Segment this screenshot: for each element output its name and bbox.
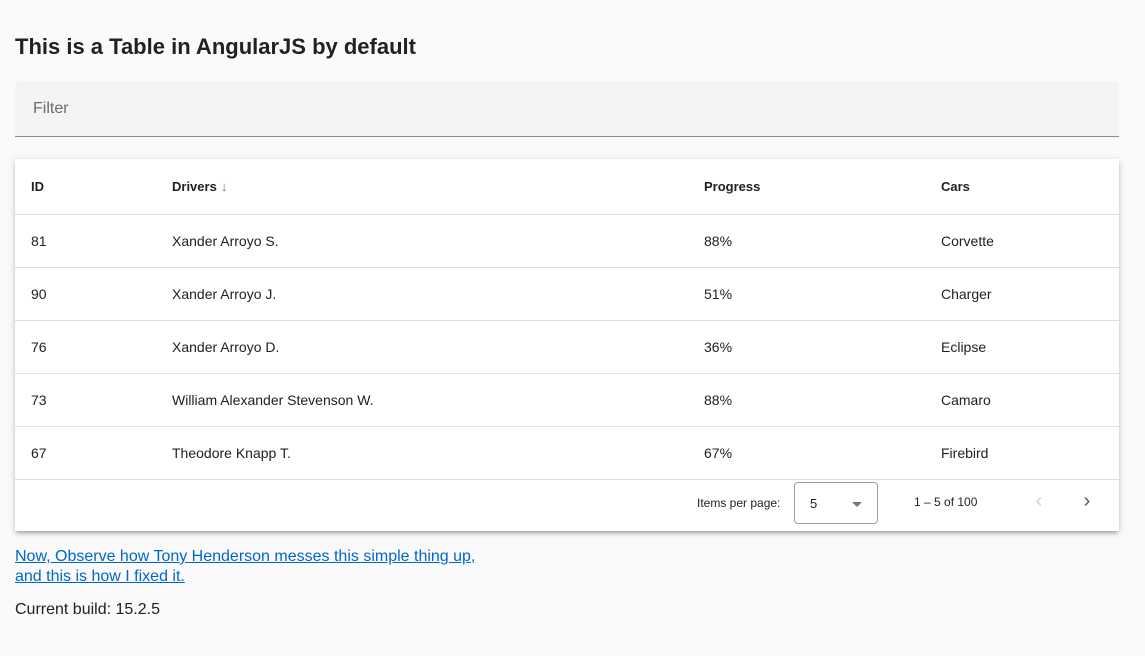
cell-id: 67 (31, 445, 47, 461)
page-title: This is a Table in AngularJS by default (15, 34, 416, 59)
paginator: Items per page: 5 1 – 5 of 100 ‹ › (15, 475, 1119, 531)
cell-driver: William Alexander Stevenson W. (172, 392, 374, 408)
page-size-value: 5 (810, 496, 818, 511)
header-progress[interactable]: Progress (704, 179, 761, 194)
build-version: Current build: 15.2.5 (15, 601, 160, 618)
table-header-row: ID Drivers ↓ Progress Cars (15, 159, 1119, 215)
data-table: ID Drivers ↓ Progress Cars 81 Xander Arroy… (15, 159, 1119, 531)
header-id[interactable]: ID (31, 179, 44, 194)
cell-car: Charger (941, 286, 992, 302)
filter-field[interactable] (15, 81, 1119, 137)
cell-id: 90 (31, 286, 47, 302)
arrow-down-icon: ↓ (220, 179, 228, 194)
cell-driver: Xander Arroyo J. (172, 286, 277, 302)
cell-id: 81 (31, 233, 47, 249)
header-drivers[interactable]: Drivers ↓ (172, 159, 227, 214)
cell-car: Eclipse (941, 339, 987, 355)
table-row: 73 William Alexander Stevenson W. 88% Camar… (15, 374, 1119, 427)
fix-link[interactable]: Now, Observe how Tony Henderson messes t… (15, 548, 476, 585)
cell-progress: 88% (704, 392, 733, 408)
table-row: 81 Xander Arroyo S. 88% Corvette (15, 215, 1119, 268)
cell-id: 76 (31, 339, 47, 355)
filter-input[interactable] (31, 99, 1095, 119)
cell-driver: Xander Arroyo D. (172, 339, 280, 355)
table-row: 76 Xander Arroyo D. 36% Eclipse (15, 321, 1119, 374)
caret-down-icon (852, 502, 862, 507)
cell-driver: Xander Arroyo S. (172, 233, 279, 249)
table-row: 90 Xander Arroyo J. 51% Charger (15, 268, 1119, 321)
cell-progress: 51% (704, 286, 733, 302)
cell-progress: 88% (704, 233, 733, 249)
range-label: 1 – 5 of 100 (914, 495, 978, 509)
cell-car: Firebird (941, 445, 989, 461)
cell-car: Corvette (941, 233, 994, 249)
page-size-select[interactable]: 5 (794, 482, 878, 524)
cell-car: Camaro (941, 392, 991, 408)
header-drivers-label: Drivers (172, 179, 217, 194)
header-cars[interactable]: Cars (941, 179, 970, 194)
table-row: 67 Theodore Knapp T. 67% Firebird (15, 427, 1119, 480)
cell-driver: Theodore Knapp T. (172, 445, 291, 461)
cell-progress: 36% (704, 339, 733, 355)
cell-progress: 67% (704, 445, 733, 461)
items-per-page-label: Items per page: (697, 496, 781, 510)
chevron-right-icon[interactable]: › (1083, 490, 1091, 512)
chevron-left-icon[interactable]: ‹ (1035, 490, 1043, 512)
cell-id: 73 (31, 392, 47, 408)
